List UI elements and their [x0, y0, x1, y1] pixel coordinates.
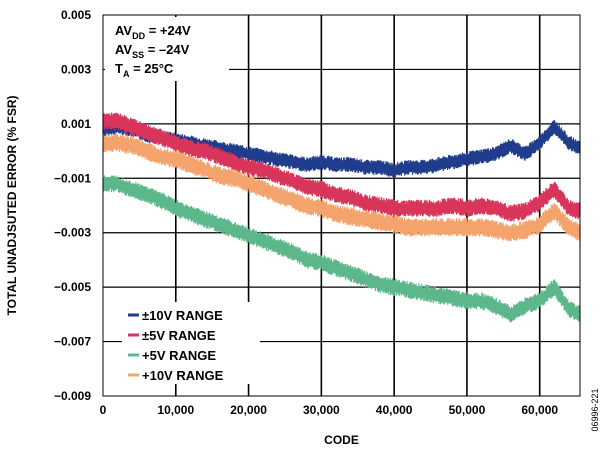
series-layer [102, 112, 581, 323]
legend-label: ±10V RANGE [142, 308, 223, 323]
legend: ±10V RANGE ±5V RANGE +5V RANGE +10V RANGE [128, 308, 224, 383]
series-line [102, 175, 581, 323]
conditions-line: TA = 25°C [115, 61, 174, 79]
x-axis-label: CODE [324, 433, 359, 447]
series-line [102, 133, 581, 242]
y-axis-label: TOTAL UNADJSUTED ERROR (% FSR) [5, 95, 19, 315]
x-tick-label: 0 [100, 403, 107, 417]
y-tick-label: −0.001 [54, 171, 91, 185]
y-tick-label: −0.009 [54, 389, 91, 403]
legend-background [122, 302, 260, 384]
y-tick-label: −0.007 [54, 335, 91, 349]
series-line [102, 112, 581, 222]
y-tick-label: 0.005 [61, 8, 91, 22]
plot-frame [102, 14, 581, 397]
legend-label: +10V RANGE [142, 368, 224, 383]
conditions-line: AVSS = –24V [115, 42, 190, 60]
x-tick-label: 30,000 [303, 403, 340, 417]
y-tick-label: −0.005 [54, 280, 91, 294]
series-line [102, 119, 581, 178]
figure-id: 06996-221 [590, 388, 600, 431]
x-tick-label: 40,000 [376, 403, 413, 417]
y-tick-label: −0.003 [54, 226, 91, 240]
x-tick-label: 20,000 [230, 403, 267, 417]
ticks: 0 10,000 20,000 30,000 40,000 50,000 60,000 −0.… [54, 8, 558, 417]
y-tick-label: 0.003 [61, 62, 91, 76]
x-tick-label: 10,000 [157, 403, 194, 417]
legend-label: ±5V RANGE [142, 328, 216, 343]
y-tick-label: 0.001 [61, 117, 91, 131]
legend-label: +5V RANGE [142, 348, 216, 363]
conditions-line: AVDD = +24V [115, 23, 191, 41]
x-tick-label: 50,000 [449, 403, 486, 417]
conditions-annotation-background [105, 17, 229, 81]
x-tick-label: 60,000 [521, 403, 558, 417]
